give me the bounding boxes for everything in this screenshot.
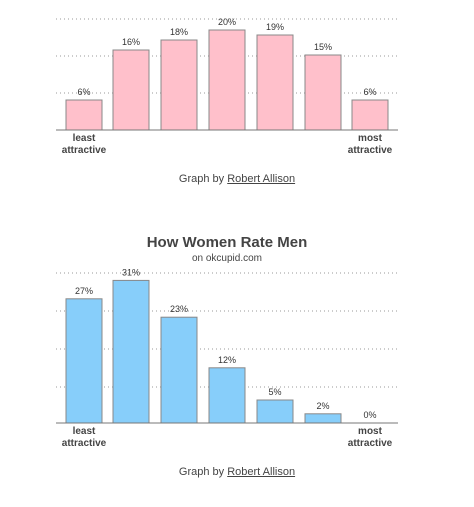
chart-men-rating: 6%16%18%20% 19%15%6%leastattractivemostat… <box>56 17 398 156</box>
data-label: 18% <box>170 27 188 37</box>
bar <box>304 413 342 424</box>
axis-label-least: least <box>73 426 96 437</box>
axis-label-least: attractive <box>62 438 107 449</box>
axis-label-least: least <box>73 133 96 144</box>
bar <box>304 54 342 131</box>
data-label: 6% <box>77 87 90 97</box>
data-label: 6% <box>363 87 376 97</box>
credit-line-bottom: Graph by Robert Allison <box>0 466 474 478</box>
axis-label-most: most <box>358 133 383 144</box>
bar <box>160 39 198 131</box>
bar <box>112 279 150 424</box>
bar <box>256 34 294 131</box>
data-label: 16% <box>122 37 140 47</box>
bar <box>208 29 246 131</box>
author-link[interactable]: Robert Allison <box>227 466 296 478</box>
data-label: 5% <box>268 387 281 397</box>
data-label: 27% <box>75 286 93 296</box>
chart-women-rating: How Women Rate Men on okcupid.com 27% 31%… <box>56 234 398 449</box>
data-label: 19% <box>266 22 284 32</box>
bar <box>112 49 150 131</box>
data-label: 2% <box>316 401 329 411</box>
data-label: 0% <box>363 410 376 420</box>
bar <box>256 399 294 424</box>
chart-title: How Women Rate Men <box>147 234 308 251</box>
axis-label-most: attractive <box>348 438 393 449</box>
chart-subtitle: on okcupid.com <box>192 253 262 264</box>
bar <box>160 316 198 424</box>
credit-prefix: Graph by <box>178 173 225 185</box>
bar <box>65 99 103 131</box>
bar <box>208 367 246 424</box>
data-label: 15% <box>314 42 332 52</box>
axis-label-least: attractive <box>62 145 107 156</box>
bar <box>351 99 389 131</box>
axis-label-most: attractive <box>348 145 393 156</box>
bar <box>65 298 103 424</box>
data-label: 23% <box>170 304 188 314</box>
data-label: 12% <box>218 355 236 365</box>
data-label: 31% <box>122 267 140 277</box>
data-label: 20% <box>218 17 236 27</box>
author-link[interactable]: Robert Allison <box>227 173 296 185</box>
credit-line-top: Graph by Robert Allison <box>0 173 474 185</box>
axis-label-most: most <box>358 426 383 437</box>
credit-prefix: Graph by <box>178 466 225 478</box>
